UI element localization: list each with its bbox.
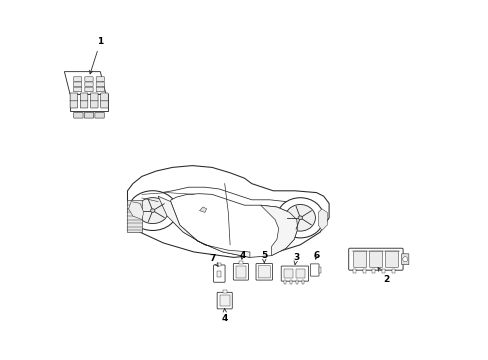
FancyBboxPatch shape [348, 248, 402, 270]
FancyBboxPatch shape [369, 251, 382, 267]
Bar [372, 269, 375, 274]
Polygon shape [70, 94, 108, 111]
Ellipse shape [276, 198, 323, 238]
Polygon shape [318, 209, 326, 230]
Ellipse shape [137, 198, 168, 224]
Text: 3: 3 [293, 253, 299, 265]
Polygon shape [170, 194, 297, 257]
Polygon shape [199, 207, 206, 212]
Text: 2: 2 [377, 267, 388, 284]
Bar [217, 271, 221, 277]
FancyBboxPatch shape [385, 251, 398, 267]
Text: 6: 6 [313, 251, 319, 260]
Bar [284, 269, 292, 278]
FancyBboxPatch shape [101, 93, 108, 101]
Bar [295, 280, 298, 284]
Ellipse shape [298, 216, 302, 220]
FancyBboxPatch shape [233, 264, 248, 280]
Bar [295, 269, 304, 278]
FancyBboxPatch shape [310, 264, 318, 276]
Polygon shape [158, 196, 249, 257]
FancyBboxPatch shape [213, 265, 224, 282]
FancyBboxPatch shape [84, 112, 94, 118]
FancyBboxPatch shape [73, 87, 81, 92]
Polygon shape [127, 166, 328, 257]
Ellipse shape [150, 209, 155, 212]
FancyBboxPatch shape [281, 266, 308, 281]
Polygon shape [156, 187, 303, 252]
Polygon shape [128, 202, 143, 220]
Bar [302, 280, 304, 284]
Bar [289, 280, 291, 284]
FancyBboxPatch shape [73, 77, 81, 81]
Bar [219, 295, 229, 306]
FancyBboxPatch shape [90, 100, 98, 108]
Bar [382, 269, 384, 274]
FancyBboxPatch shape [90, 93, 98, 101]
Polygon shape [64, 72, 106, 94]
FancyBboxPatch shape [256, 264, 272, 280]
FancyBboxPatch shape [96, 77, 104, 81]
Polygon shape [260, 205, 297, 256]
FancyBboxPatch shape [353, 251, 366, 267]
Ellipse shape [128, 191, 177, 230]
FancyBboxPatch shape [258, 266, 270, 278]
Text: 1: 1 [89, 37, 103, 74]
FancyBboxPatch shape [70, 93, 78, 101]
Ellipse shape [285, 204, 315, 231]
FancyBboxPatch shape [101, 100, 108, 108]
FancyBboxPatch shape [70, 100, 78, 108]
Text: 7: 7 [209, 253, 218, 266]
Bar [362, 269, 365, 274]
Text: 4: 4 [239, 251, 245, 260]
FancyBboxPatch shape [84, 77, 93, 81]
Text: 5: 5 [261, 251, 267, 263]
Bar [217, 263, 221, 266]
FancyBboxPatch shape [80, 93, 88, 101]
FancyBboxPatch shape [84, 82, 93, 87]
Bar [235, 266, 245, 278]
FancyBboxPatch shape [95, 112, 104, 118]
FancyBboxPatch shape [84, 87, 93, 92]
Bar [238, 261, 243, 264]
FancyBboxPatch shape [74, 112, 83, 118]
Text: 4: 4 [221, 309, 227, 323]
FancyBboxPatch shape [73, 82, 81, 87]
FancyBboxPatch shape [80, 100, 88, 108]
Bar [352, 269, 355, 274]
FancyBboxPatch shape [96, 87, 104, 92]
Bar [391, 269, 394, 274]
FancyBboxPatch shape [217, 292, 232, 309]
Bar [222, 290, 226, 293]
Bar [283, 280, 285, 284]
Bar [318, 267, 321, 273]
FancyBboxPatch shape [401, 254, 408, 265]
FancyBboxPatch shape [96, 82, 104, 87]
Circle shape [402, 257, 407, 262]
Polygon shape [127, 200, 142, 232]
